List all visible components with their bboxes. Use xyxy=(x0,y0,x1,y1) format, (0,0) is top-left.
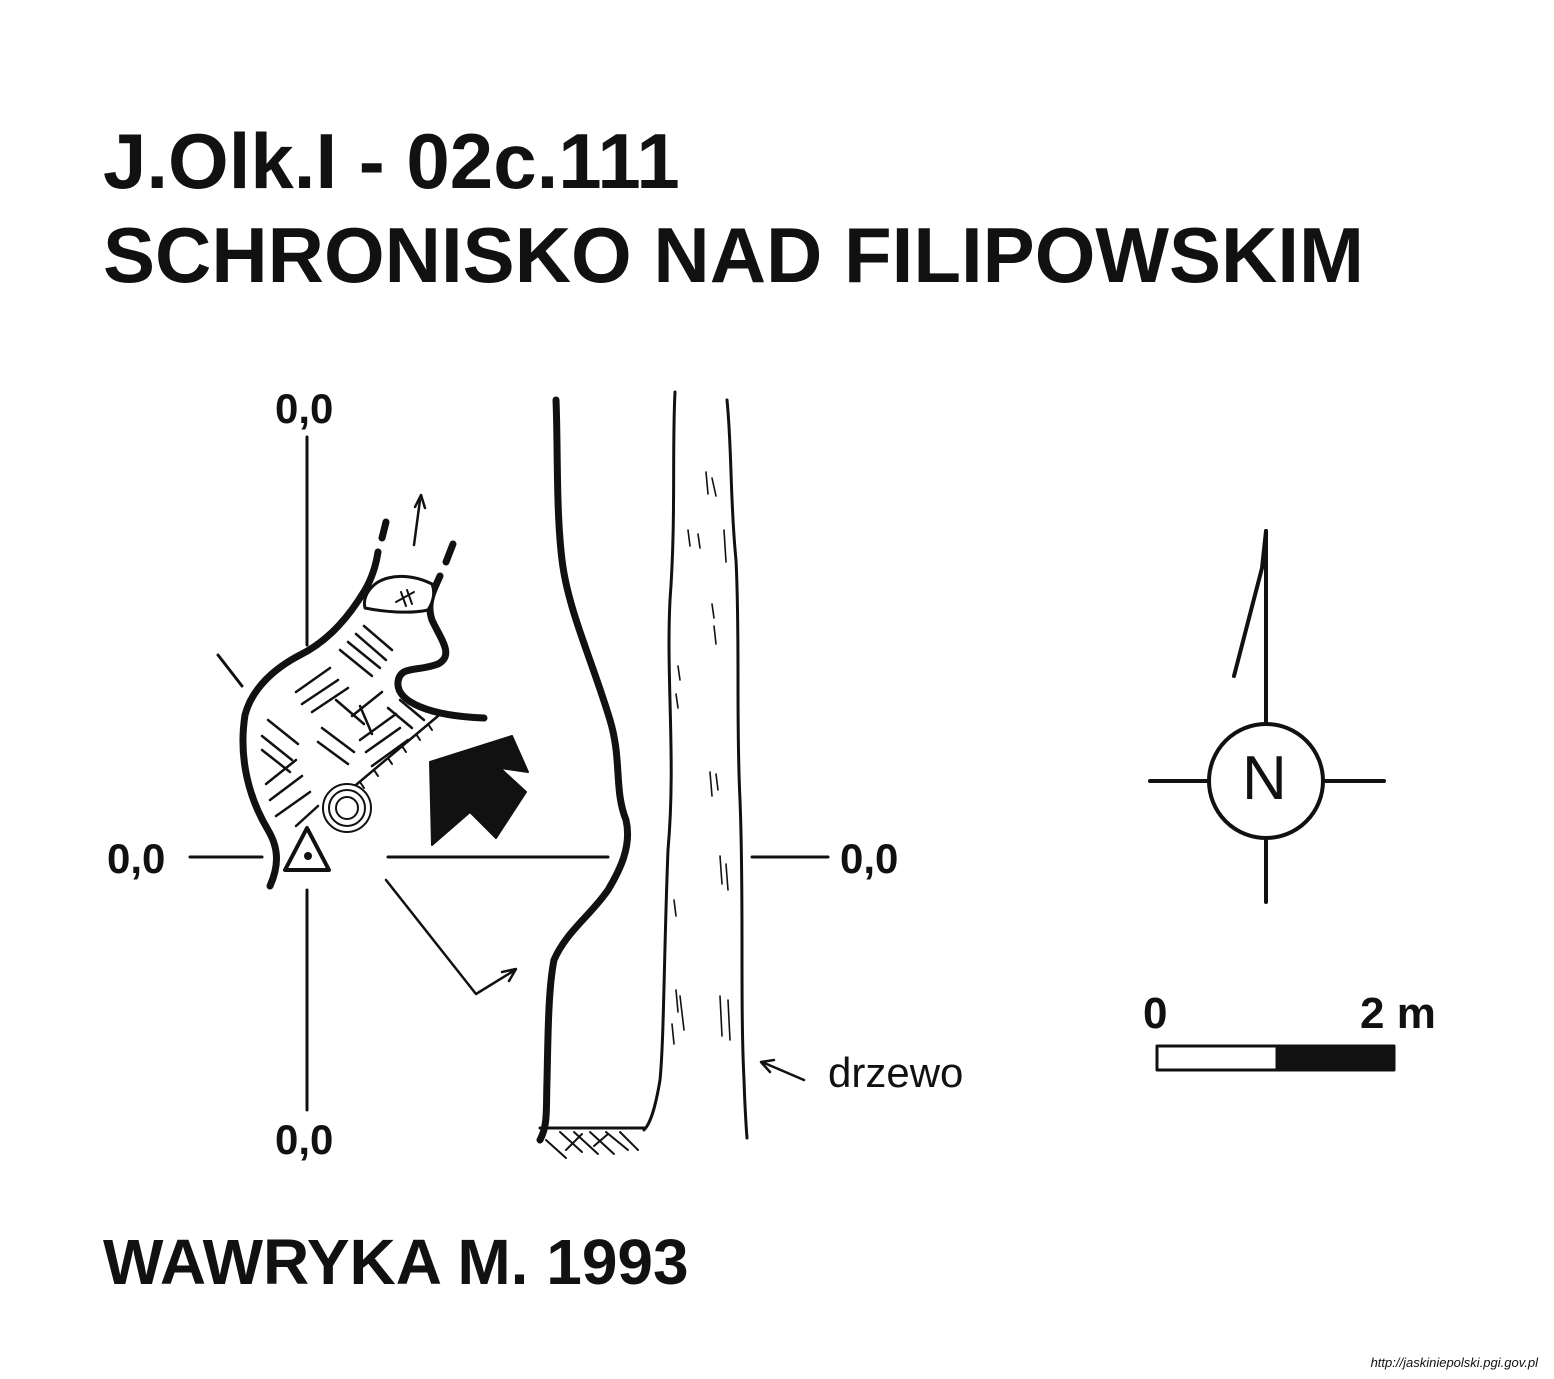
coordinate-label-top: 0,0 xyxy=(275,385,334,432)
compass-north-label: N xyxy=(1242,744,1287,813)
cave-name: SCHRONISKO NAD FILIPOWSKIM xyxy=(103,211,1364,299)
coordinate-label-bottom: 0,0 xyxy=(275,1116,334,1163)
slope-arrow-line xyxy=(384,878,517,996)
scale-end-label: 2 m xyxy=(1360,989,1436,1038)
chamber-sign xyxy=(395,589,415,607)
concentric-circle-symbol xyxy=(322,783,372,833)
entrance-arrow xyxy=(429,735,529,846)
scale-bar xyxy=(1155,1044,1396,1072)
tree-label: drzewo xyxy=(828,1049,964,1096)
coordinate-label-left: 0,0 xyxy=(107,835,166,882)
sediment-hatching xyxy=(260,624,426,828)
author-credit: WAWRYKA M. 1993 xyxy=(103,1226,689,1298)
rock-wall-outline xyxy=(536,396,632,1144)
tree-pointer-arrow xyxy=(760,1060,806,1082)
coordinate-axes xyxy=(188,435,830,1112)
tree-bark-marks xyxy=(671,471,731,1045)
passage-arrow-up xyxy=(412,498,422,547)
survey-station-triangle xyxy=(283,826,331,872)
tree-trunk xyxy=(642,390,749,1140)
wall-base-hatching xyxy=(545,1131,639,1159)
coordinate-label-right: 0,0 xyxy=(840,835,899,882)
compass-rose xyxy=(1148,529,1386,904)
survey-station-dot xyxy=(304,852,312,860)
upper-chamber xyxy=(362,574,436,614)
scale-start-label: 0 xyxy=(1143,989,1168,1038)
drip-line-ticks xyxy=(359,723,433,789)
survey-code: J.Olk.I - 02c.111 xyxy=(103,117,680,205)
outline-tick-mark xyxy=(216,653,244,688)
source-url: http://jaskiniepolski.pgi.gov.pl xyxy=(1370,1355,1538,1370)
